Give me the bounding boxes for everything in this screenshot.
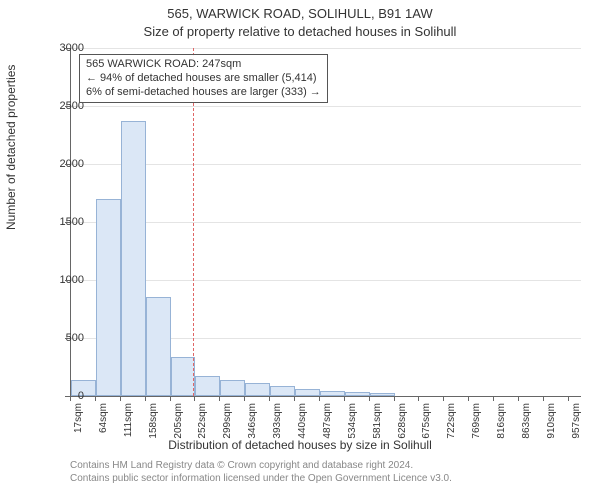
- chart-container: 565, WARWICK ROAD, SOLIHULL, B91 1AW Siz…: [0, 0, 600, 500]
- x-tick-mark: [493, 396, 494, 401]
- annotation-line: 6% of semi-detached houses are larger (3…: [86, 86, 321, 100]
- x-tick-mark: [269, 396, 270, 401]
- x-tick-mark: [394, 396, 395, 401]
- x-tick-label: 17sqm: [73, 403, 84, 448]
- x-tick-mark: [443, 396, 444, 401]
- y-tick-label: 1500: [44, 216, 84, 228]
- x-tick-mark: [518, 396, 519, 401]
- y-tick-mark: [65, 222, 70, 223]
- x-tick-mark: [319, 396, 320, 401]
- x-tick-label: 393sqm: [272, 403, 283, 448]
- x-tick-label: 534sqm: [347, 403, 358, 448]
- histogram-bar: [345, 392, 370, 396]
- x-tick-mark: [294, 396, 295, 401]
- x-tick-label: 581sqm: [372, 403, 383, 448]
- x-tick-mark: [95, 396, 96, 401]
- x-tick-label: 816sqm: [496, 403, 507, 448]
- x-tick-label: 863sqm: [521, 403, 532, 448]
- histogram-bar: [295, 389, 320, 396]
- y-tick-label: 0: [44, 390, 84, 402]
- subtitle: Size of property relative to detached ho…: [0, 24, 600, 39]
- histogram-bar: [146, 297, 171, 396]
- y-tick-label: 500: [44, 332, 84, 344]
- histogram-bar: [121, 121, 146, 396]
- gridline: [71, 106, 581, 107]
- y-tick-mark: [65, 338, 70, 339]
- x-tick-mark: [468, 396, 469, 401]
- y-axis-label: Number of detached properties: [4, 65, 18, 230]
- attribution-line: Contains HM Land Registry data © Crown c…: [0, 460, 600, 473]
- attribution: Contains HM Land Registry data © Crown c…: [0, 460, 600, 485]
- y-tick-mark: [65, 106, 70, 107]
- x-tick-mark: [543, 396, 544, 401]
- gridline: [71, 222, 581, 223]
- x-tick-mark: [170, 396, 171, 401]
- y-tick-mark: [65, 164, 70, 165]
- x-tick-mark: [70, 396, 71, 401]
- x-tick-mark: [244, 396, 245, 401]
- x-tick-label: 252sqm: [197, 403, 208, 448]
- x-tick-label: 957sqm: [571, 403, 582, 448]
- x-tick-label: 910sqm: [546, 403, 557, 448]
- annotation-line: ← 94% of detached houses are smaller (5,…: [86, 72, 321, 86]
- x-tick-label: 675sqm: [421, 403, 432, 448]
- x-tick-mark: [344, 396, 345, 401]
- y-tick-label: 3000: [44, 42, 84, 54]
- gridline: [71, 280, 581, 281]
- annotation-box: 565 WARWICK ROAD: 247sqm ← 94% of detach…: [79, 54, 328, 103]
- y-tick-label: 2500: [44, 100, 84, 112]
- histogram-bar: [171, 357, 196, 396]
- annotation-line: 565 WARWICK ROAD: 247sqm: [86, 58, 321, 72]
- plot-area: 565 WARWICK ROAD: 247sqm ← 94% of detach…: [70, 48, 581, 397]
- histogram-bar: [320, 391, 345, 396]
- x-tick-mark: [369, 396, 370, 401]
- histogram-bar: [370, 393, 395, 396]
- x-tick-label: 769sqm: [471, 403, 482, 448]
- y-tick-mark: [65, 48, 70, 49]
- gridline: [71, 48, 581, 49]
- x-tick-mark: [120, 396, 121, 401]
- x-tick-label: 722sqm: [446, 403, 457, 448]
- x-tick-label: 64sqm: [98, 403, 109, 448]
- x-tick-label: 158sqm: [148, 403, 159, 448]
- x-tick-label: 346sqm: [247, 403, 258, 448]
- histogram-bar: [220, 380, 245, 396]
- histogram-bar: [245, 383, 270, 396]
- x-tick-label: 628sqm: [397, 403, 408, 448]
- x-tick-mark: [568, 396, 569, 401]
- x-tick-mark: [418, 396, 419, 401]
- y-tick-label: 2000: [44, 158, 84, 170]
- x-tick-mark: [194, 396, 195, 401]
- attribution-line: Contains public sector information licen…: [0, 473, 600, 486]
- histogram-bar: [270, 386, 295, 396]
- x-tick-mark: [219, 396, 220, 401]
- y-tick-label: 1000: [44, 274, 84, 286]
- gridline: [71, 164, 581, 165]
- x-tick-label: 487sqm: [322, 403, 333, 448]
- histogram-bar: [96, 199, 121, 396]
- x-tick-label: 440sqm: [297, 403, 308, 448]
- x-tick-label: 205sqm: [173, 403, 184, 448]
- histogram-bar: [195, 376, 220, 396]
- y-tick-mark: [65, 280, 70, 281]
- x-tick-label: 111sqm: [123, 403, 134, 448]
- x-tick-mark: [145, 396, 146, 401]
- x-tick-label: 299sqm: [222, 403, 233, 448]
- address-title: 565, WARWICK ROAD, SOLIHULL, B91 1AW: [0, 6, 600, 21]
